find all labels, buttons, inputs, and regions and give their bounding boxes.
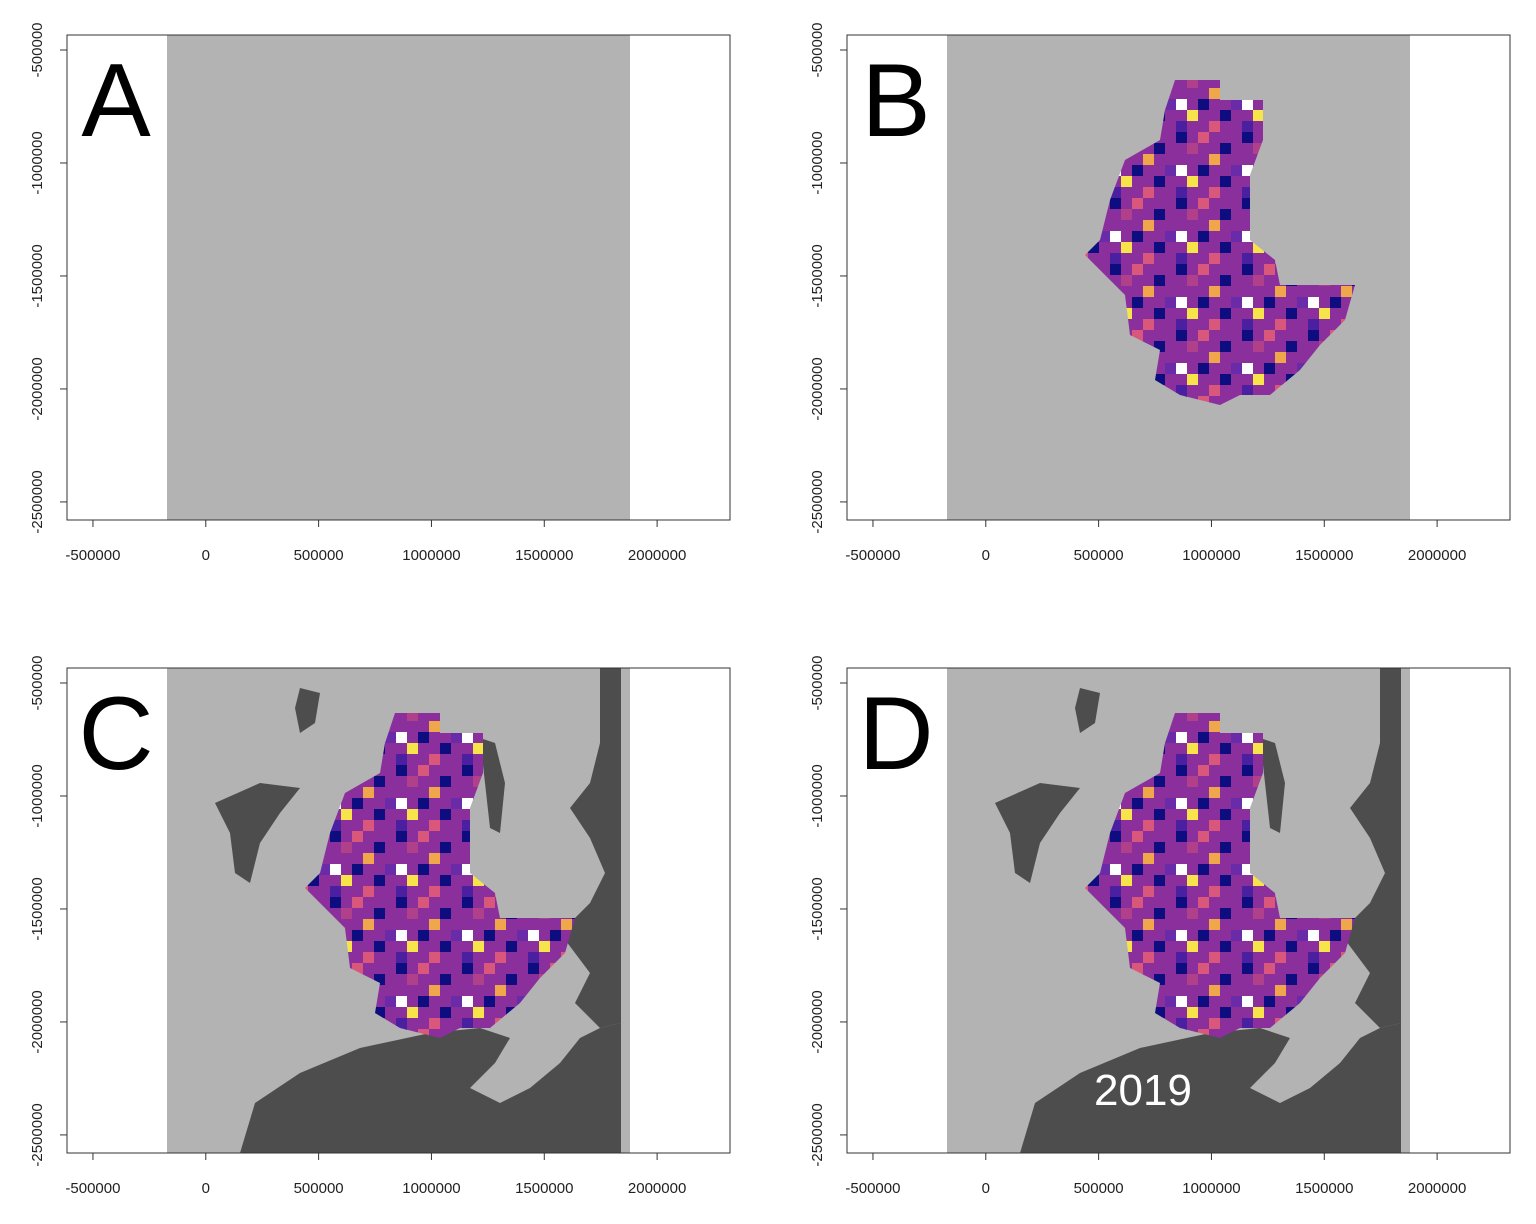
x-tick-label: 1000000	[1182, 1180, 1240, 1197]
annotation: 2019	[1094, 1066, 1192, 1115]
x-tick-label: 1000000	[1182, 547, 1240, 564]
y-tick-label: -1000000	[809, 131, 826, 194]
y-tick-label: -2000000	[29, 990, 46, 1053]
y-tick-label: -1500000	[809, 877, 826, 940]
panel-label: B	[861, 43, 930, 159]
x-tick-label: 0	[982, 547, 990, 564]
plot-frame	[846, 667, 1511, 1154]
panel: -500000 0 500000 1000000 1500000 2000000 -5000…	[29, 655, 731, 1197]
y-tick-label: -1500000	[809, 244, 826, 307]
x-tick-label: 0	[202, 547, 210, 564]
x-tick-label: 500000	[1074, 1180, 1124, 1197]
panel: -500000 0 500000 1000000 1500000 2000000 -5000…	[809, 22, 1511, 564]
panel-label: D	[858, 676, 933, 792]
x-tick-label: 2000000	[628, 547, 686, 564]
x-tick-label: 2000000	[1408, 547, 1466, 564]
y-tick-label: -500000	[29, 655, 46, 710]
panel: -500000 0 500000 1000000 1500000 2000000 -5000…	[29, 22, 731, 564]
x-tick-label: 1000000	[402, 1180, 460, 1197]
panel: -500000 0 500000 1000000 1500000 2000000 -5000…	[809, 655, 1511, 1197]
x-tick-label: 500000	[1074, 547, 1124, 564]
x-tick-label: 1500000	[1295, 547, 1353, 564]
plot-frame	[66, 667, 731, 1154]
x-tick-label: 2000000	[628, 1180, 686, 1197]
panel-label: C	[78, 676, 153, 792]
x-tick-label: 0	[982, 1180, 990, 1197]
y-tick-label: -2000000	[809, 357, 826, 420]
y-tick-label: -2000000	[29, 357, 46, 420]
x-tick-label: -500000	[65, 547, 120, 564]
x-tick-label: -500000	[65, 1180, 120, 1197]
y-tick-label: -2500000	[29, 470, 46, 533]
x-tick-label: 500000	[294, 547, 344, 564]
x-tick-label: 0	[202, 1180, 210, 1197]
y-tick-label: -500000	[29, 22, 46, 77]
y-tick-label: -1000000	[29, 131, 46, 194]
x-tick-label: -500000	[845, 547, 900, 564]
x-tick-label: 1000000	[402, 547, 460, 564]
x-tick-label: 1500000	[1295, 1180, 1353, 1197]
x-tick-label: 1500000	[515, 1180, 573, 1197]
panel-label: A	[81, 43, 151, 159]
y-tick-label: -1000000	[29, 764, 46, 827]
x-tick-label: -500000	[845, 1180, 900, 1197]
y-tick-label: -2500000	[809, 1103, 826, 1166]
y-tick-label: -1000000	[809, 764, 826, 827]
y-tick-label: -2500000	[809, 470, 826, 533]
y-tick-label: -500000	[809, 655, 826, 710]
y-tick-label: -500000	[809, 22, 826, 77]
raster-extent	[167, 35, 630, 520]
y-tick-label: -2000000	[809, 990, 826, 1053]
plot-frame	[66, 34, 731, 521]
y-tick-label: -1500000	[29, 244, 46, 307]
y-tick-label: -2500000	[29, 1103, 46, 1166]
x-tick-label: 2000000	[1408, 1180, 1466, 1197]
x-tick-label: 1500000	[515, 547, 573, 564]
x-tick-label: 500000	[294, 1180, 344, 1197]
y-tick-label: -1500000	[29, 877, 46, 940]
plot-frame	[846, 34, 1511, 521]
